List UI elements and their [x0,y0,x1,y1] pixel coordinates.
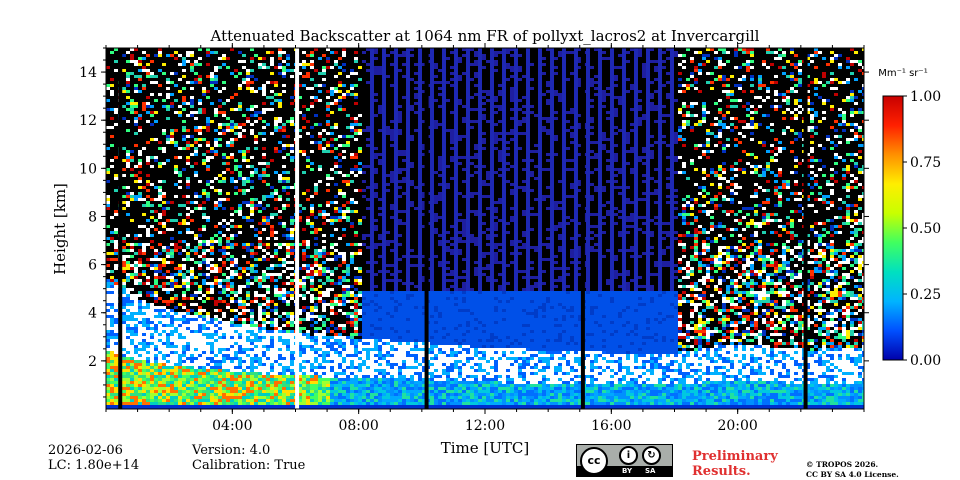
blank-time-bar [580,48,585,409]
colorbar-tick-label: 0.75 [910,155,941,171]
calibration-text: Calibration: True [192,458,305,473]
colorbar-tick-label: 0.50 [910,221,941,237]
lidar-constant-text: LC: 1.80e+14 [48,458,139,473]
date-text: 2026-02-06 [48,443,123,458]
version-text: Version: 4.0 [192,443,270,458]
cc-license-badge: cc i ↻ BY SA [576,444,673,477]
blank-time-bar [424,48,429,409]
copyright-line2: CC BY SA 4.0 License. [806,470,899,480]
colorbar-tick-label: 1.00 [910,89,941,105]
colorbar-unit-label: Mm⁻¹ sr⁻¹ [878,68,927,79]
cc-sa-label: SA [645,466,655,476]
copyright-line1: © TROPOS 2026. [806,460,878,470]
heatmap-image [106,48,864,409]
colorbar-tick-label: 0.25 [910,287,941,303]
share-alike-icon: ↻ [642,446,661,465]
x-tick-label: 20:00 [717,418,757,434]
chart-title: Attenuated Backscatter at 1064 nm FR of … [210,27,760,45]
colorbar [882,95,904,361]
y-axis-label: Height [km] [51,183,69,275]
y-tick-label: 8 [88,209,97,225]
x-tick-label: 16:00 [591,418,631,434]
blank-time-bar [803,48,808,409]
preliminary-label-line2: Results. [692,464,751,479]
colorbar-tick-label: 0.00 [910,353,941,369]
blank-time-bar [295,48,300,409]
x-tick-label: 12:00 [465,418,505,434]
blank-time-bar [118,48,123,409]
preliminary-label-line1: Preliminary [692,449,778,464]
x-tick-label: 08:00 [338,418,378,434]
x-axis-label: Time [UTC] [441,439,530,457]
y-tick-label: 14 [79,65,97,81]
cc-logo-icon: cc [580,447,608,475]
y-tick-label: 2 [88,354,97,370]
y-tick-label: 10 [79,161,97,177]
x-tick-label: 04:00 [212,418,252,434]
y-tick-label: 12 [79,113,97,129]
y-tick-label: 6 [88,258,97,274]
y-tick-label: 4 [88,306,97,322]
cc-by-label: BY [622,466,632,476]
attribution-person-icon: i [619,446,638,465]
